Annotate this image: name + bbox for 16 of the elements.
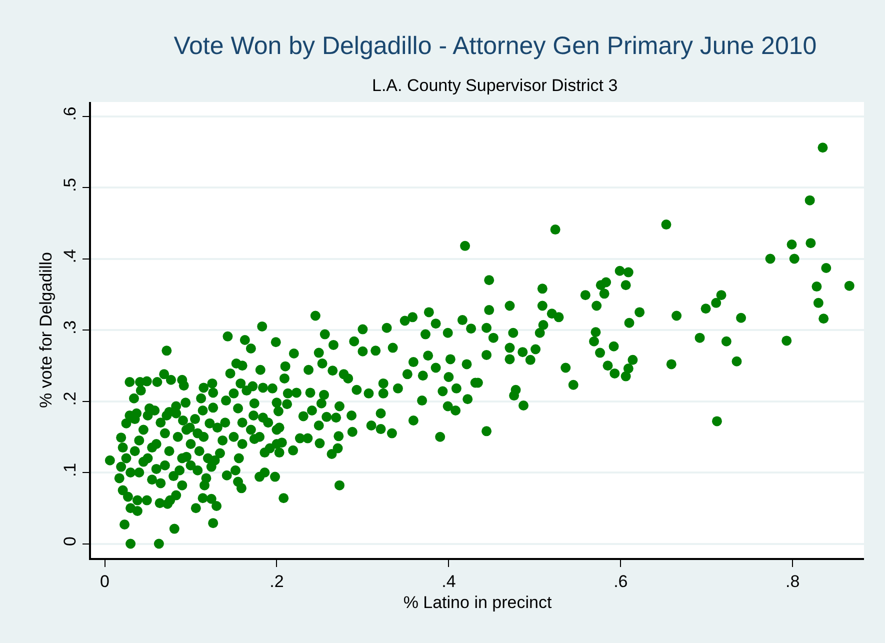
y-tick-label: .4: [60, 249, 80, 264]
x-tick-label: .2: [270, 572, 284, 592]
y-tick-label: .5: [60, 178, 80, 192]
chart-subtitle: L.A. County Supervisor District 3: [372, 76, 618, 95]
x-tick-label: .4: [442, 572, 456, 592]
x-tick-label: .8: [786, 572, 800, 592]
y-tick-label: .2: [60, 392, 80, 406]
x-axis-title: % Latino in precinct: [403, 593, 552, 612]
x-tick-label: 0: [100, 572, 110, 592]
y-axis-title: % vote for Delgadillo: [36, 252, 56, 408]
y-tick-label: .3: [60, 320, 80, 335]
y-tick-label: .6: [60, 106, 80, 121]
chart-title: Vote Won by Delgadillo - Attorney Gen Primary June 2010: [174, 32, 817, 60]
y-tick-label: .1: [60, 462, 80, 478]
x-tick-label: .6: [614, 572, 628, 592]
y-tick-label: 0: [60, 536, 80, 546]
